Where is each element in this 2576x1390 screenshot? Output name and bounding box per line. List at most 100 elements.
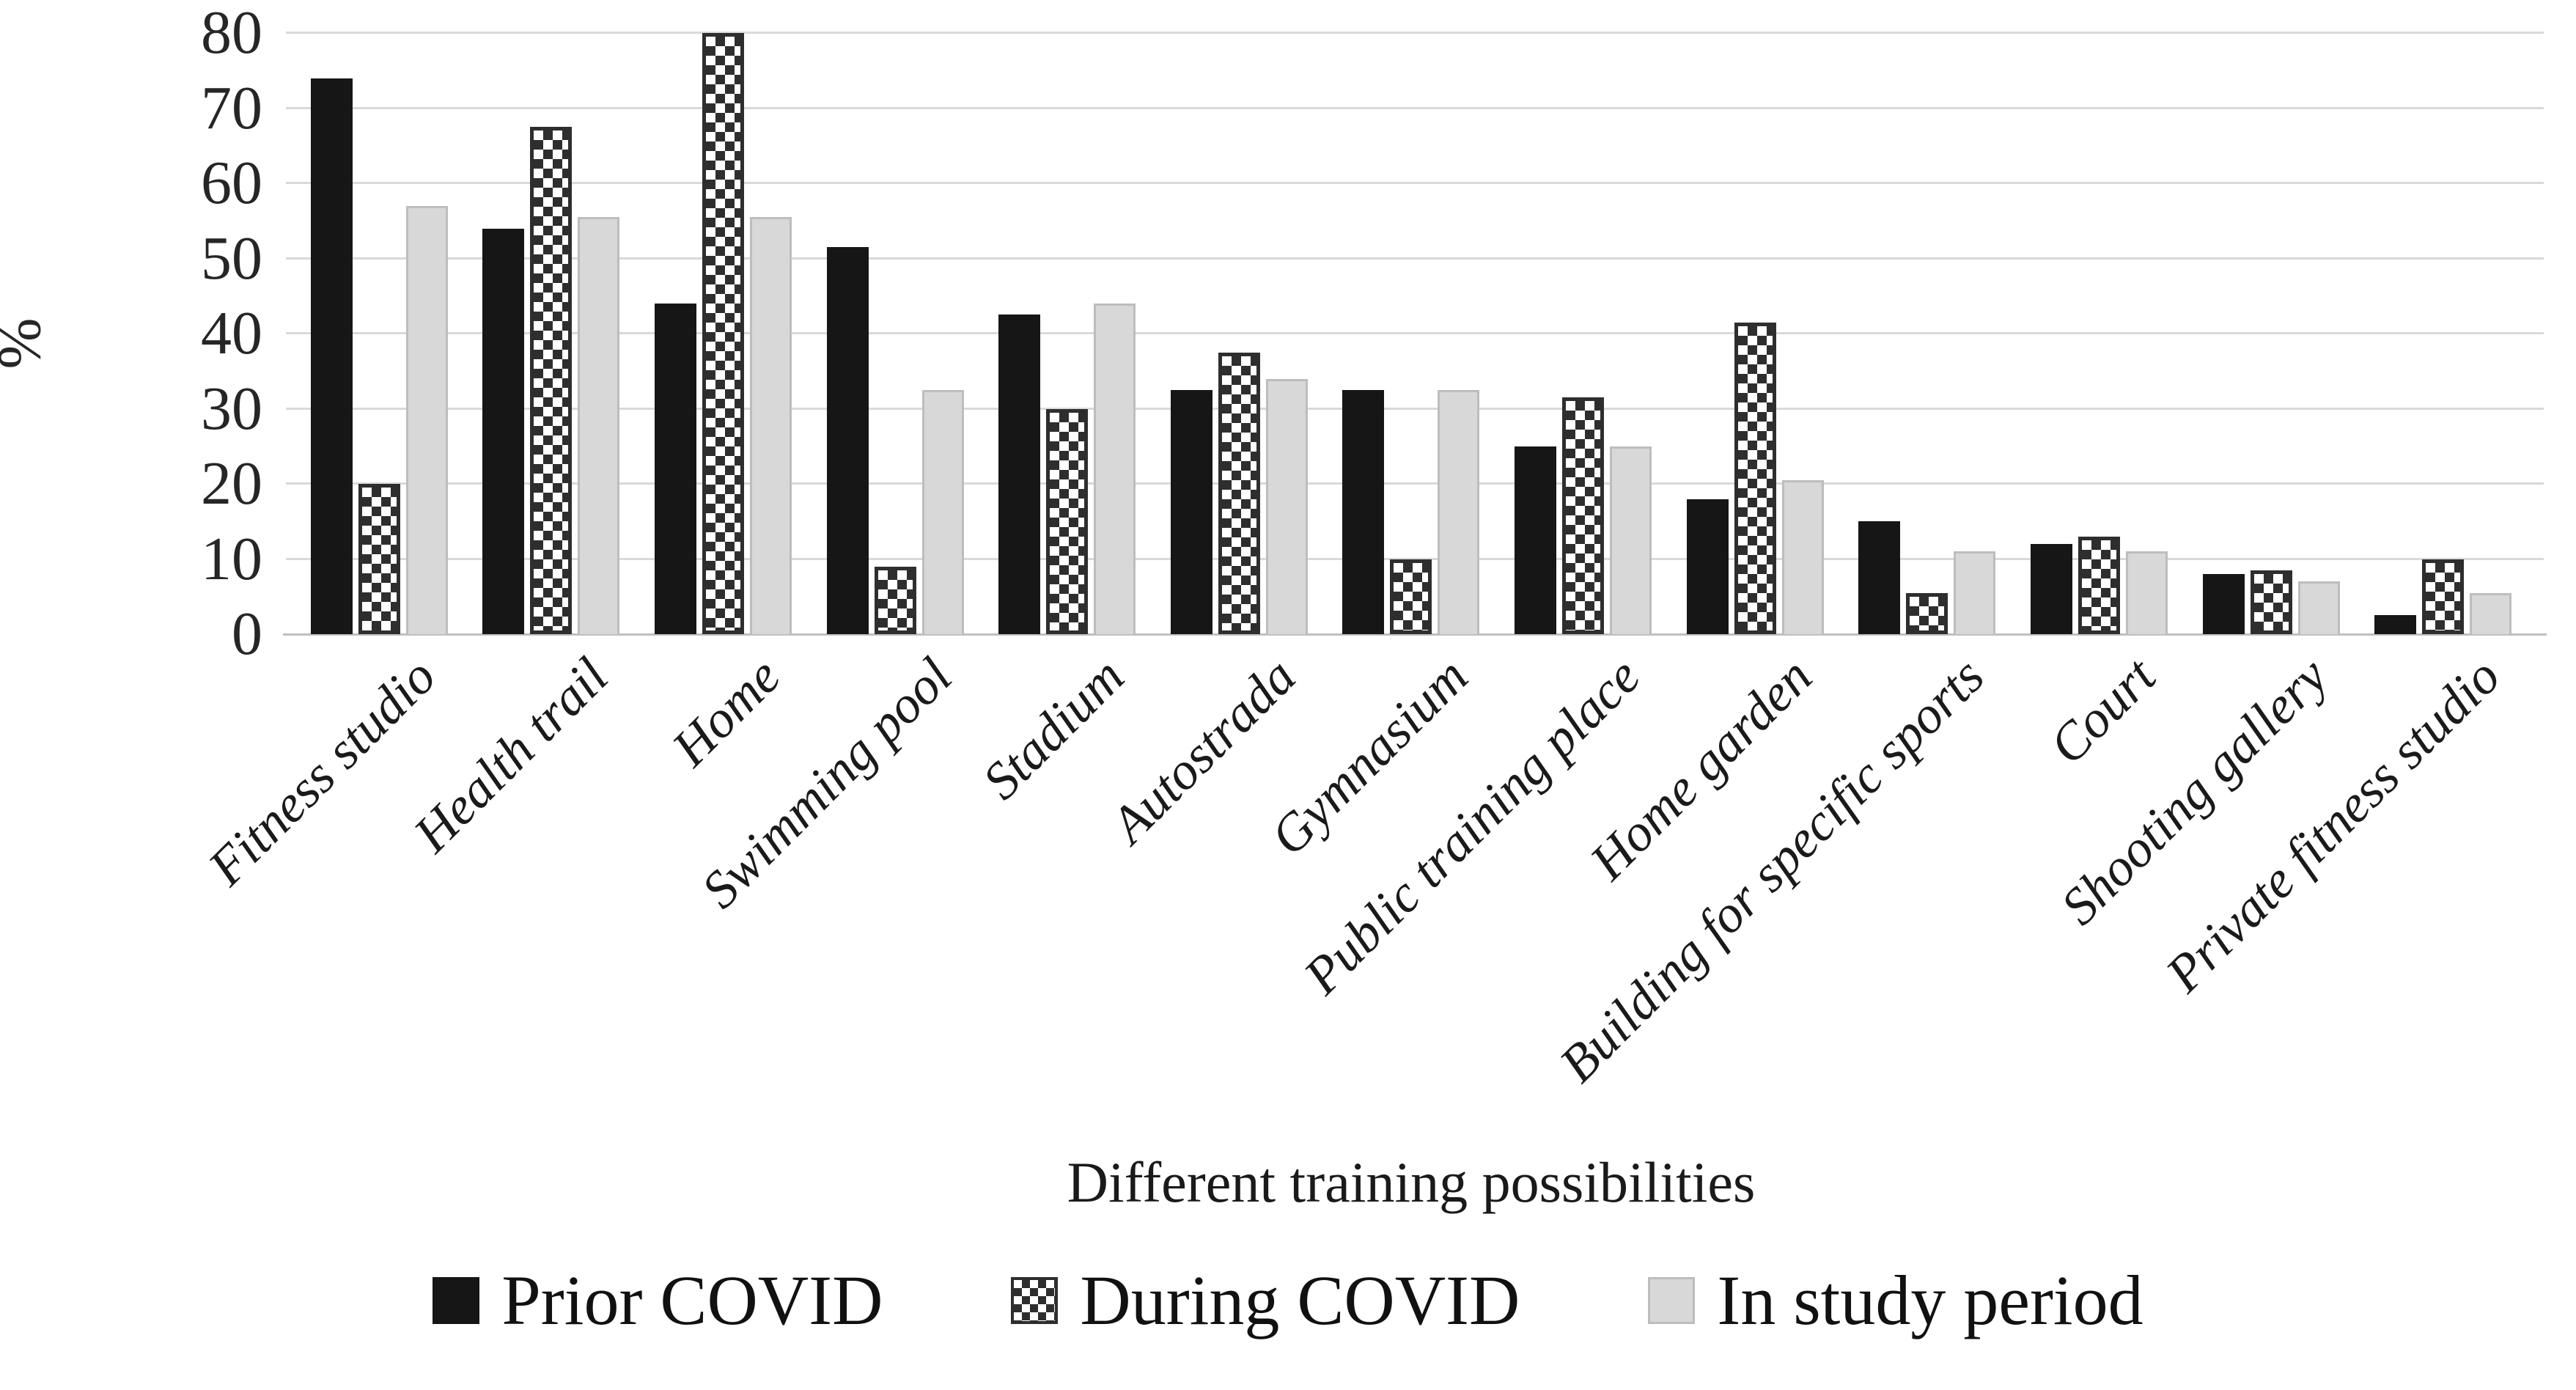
gridline-40 xyxy=(286,332,2544,334)
legend-label: Prior COVID xyxy=(501,1261,883,1339)
bar-group-11 xyxy=(2185,33,2358,634)
y-axis-tick-label-10: 10 xyxy=(201,524,262,593)
bar-during-covid-2 xyxy=(702,33,745,634)
x-category-label-wrap-9: Building for specific sports xyxy=(1001,647,1995,1094)
y-axis-tick-label-40: 40 xyxy=(201,299,262,367)
x-axis-line xyxy=(283,633,2547,636)
bar-prior-covid-4 xyxy=(998,315,1041,634)
legend-label: During COVID xyxy=(1080,1261,1520,1339)
bar-in-study-period-5 xyxy=(1265,378,1308,634)
gridline-70 xyxy=(286,106,2544,109)
bar-group-9 xyxy=(1841,33,2013,634)
bar-during-covid-11 xyxy=(2250,570,2292,634)
legend-item-during-covid: During COVID xyxy=(1011,1260,1520,1341)
bar-group-8 xyxy=(1669,33,1841,634)
bar-during-covid-7 xyxy=(1562,397,1605,634)
y-axis-tick-label-70: 70 xyxy=(201,73,262,142)
x-category-label-4: Stadium xyxy=(971,647,1136,811)
gridline-60 xyxy=(286,182,2544,184)
bar-in-study-period-10 xyxy=(2125,551,2168,634)
bar-prior-covid-12 xyxy=(2374,615,2417,634)
x-category-label-8: Home garden xyxy=(1578,647,1823,891)
bar-group-0 xyxy=(293,33,465,634)
x-category-label-wrap-11: Shooting gallery xyxy=(1344,647,2339,936)
bar-during-covid-9 xyxy=(1906,592,1948,634)
bar-group-10 xyxy=(2013,33,2185,634)
x-category-label-11: Shooting gallery xyxy=(2050,647,2339,936)
x-category-label-0: Fitness studio xyxy=(197,647,447,897)
gridline-30 xyxy=(286,407,2544,410)
bar-prior-covid-8 xyxy=(1686,499,1729,634)
bar-in-study-period-9 xyxy=(1954,551,1996,634)
legend-swatch-icon xyxy=(433,1276,480,1324)
x-category-label-wrap-10: Court xyxy=(1172,647,2167,775)
x-category-label-wrap-5: Autostrada xyxy=(312,647,1307,854)
bar-in-study-period-1 xyxy=(578,217,620,634)
legend-swatch-icon xyxy=(1648,1276,1696,1324)
bar-group-5 xyxy=(1153,33,1325,634)
bar-group-7 xyxy=(1497,33,1669,634)
legend-swatch-icon xyxy=(1011,1276,1059,1324)
bar-during-covid-12 xyxy=(2422,559,2465,634)
x-category-label-wrap-7: Public training place xyxy=(657,647,1651,1005)
bar-prior-covid-7 xyxy=(1515,446,1557,634)
legend: Prior COVID During COVID In study period xyxy=(0,1260,2576,1341)
y-axis-tick-label-60: 60 xyxy=(201,149,262,217)
x-category-label-wrap-6: Gymnasium xyxy=(485,647,1479,867)
x-category-label-wrap-8: Home garden xyxy=(828,647,1823,891)
bar-prior-covid-0 xyxy=(310,78,353,634)
legend-item-prior-covid: Prior COVID xyxy=(433,1260,883,1341)
x-category-label-5: Autostrada xyxy=(1100,647,1307,854)
x-category-label-wrap-12: Private fitness studio xyxy=(1517,647,2511,1003)
x-category-label-wrap-4: Stadium xyxy=(141,647,1135,810)
bar-prior-covid-6 xyxy=(1342,389,1385,634)
bar-group-3 xyxy=(809,33,982,634)
bar-prior-covid-9 xyxy=(1858,521,1901,634)
bar-group-12 xyxy=(2357,33,2529,634)
bar-group-2 xyxy=(637,33,809,634)
y-axis-tick-label-30: 30 xyxy=(201,374,262,443)
bar-in-study-period-11 xyxy=(2297,581,2340,634)
bar-in-study-period-12 xyxy=(2470,592,2512,634)
bar-group-6 xyxy=(1325,33,1498,634)
bar-during-covid-8 xyxy=(1734,322,1776,634)
x-category-label-2: Home xyxy=(660,647,792,778)
bar-prior-covid-5 xyxy=(1170,389,1212,634)
legend-label: In study period xyxy=(1717,1261,2143,1339)
x-category-label-1: Health trail xyxy=(402,647,619,864)
x-category-label-6: Gymnasium xyxy=(1259,647,1479,867)
x-category-label-7: Public training place xyxy=(1292,647,1652,1006)
x-category-label-9: Building for specific sports xyxy=(1548,647,1995,1094)
bar-in-study-period-2 xyxy=(750,217,792,634)
bar-during-covid-6 xyxy=(1390,559,1432,634)
bar-in-study-period-4 xyxy=(1094,304,1136,634)
bar-during-covid-10 xyxy=(2078,536,2120,634)
y-axis-tick-label-0: 0 xyxy=(232,600,262,668)
bar-prior-covid-1 xyxy=(482,228,525,634)
bar-in-study-period-0 xyxy=(405,205,448,634)
y-axis-tick-label-80: 80 xyxy=(201,0,262,67)
bar-during-covid-1 xyxy=(530,127,573,634)
gridline-80 xyxy=(286,32,2544,34)
bar-in-study-period-3 xyxy=(921,389,964,634)
bar-during-covid-5 xyxy=(1218,352,1260,634)
bar-in-study-period-8 xyxy=(1781,479,1824,634)
gridline-20 xyxy=(286,482,2544,485)
x-category-label-3: Swimming pool xyxy=(690,647,963,919)
bar-group-4 xyxy=(981,33,1153,634)
bar-in-study-period-6 xyxy=(1438,389,1480,634)
bar-prior-covid-3 xyxy=(826,247,869,634)
legend-item-in-study-period: In study period xyxy=(1648,1260,2143,1341)
y-axis-tick-label-50: 50 xyxy=(201,224,262,293)
bar-during-covid-0 xyxy=(358,484,400,634)
y-axis-tick-label-20: 20 xyxy=(201,449,262,518)
bar-during-covid-3 xyxy=(874,566,916,634)
gridline-10 xyxy=(286,557,2544,560)
gridline-50 xyxy=(286,257,2544,260)
x-category-label-10: Court xyxy=(2038,647,2168,776)
plot-area xyxy=(283,32,2547,636)
bar-prior-covid-2 xyxy=(655,304,697,634)
x-axis-title: Different training possibilities xyxy=(1067,1150,1756,1214)
bar-prior-covid-10 xyxy=(2030,544,2072,634)
